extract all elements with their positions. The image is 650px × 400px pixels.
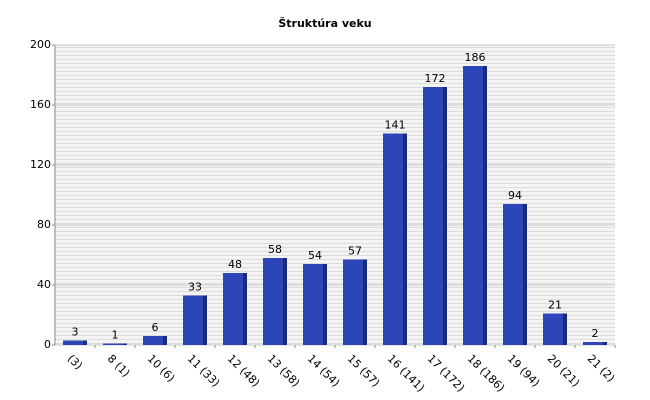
bar-face <box>583 342 603 345</box>
data-label: 57 <box>348 245 362 258</box>
bar <box>383 133 407 345</box>
y-tick-label: 120 <box>30 158 51 171</box>
bar <box>223 273 247 345</box>
x-tick-label: 16 (141) <box>385 352 427 394</box>
data-label: 186 <box>465 51 486 64</box>
bar-face <box>503 204 523 345</box>
bar <box>63 340 87 345</box>
bar-face <box>103 343 123 345</box>
y-tick-label: 0 <box>44 338 51 351</box>
data-label: 33 <box>188 281 202 294</box>
bar-face <box>183 295 203 345</box>
bar-side <box>443 87 447 345</box>
y-tick-label: 40 <box>37 278 51 291</box>
x-tick-label: 13 (58) <box>265 352 303 390</box>
bar-side <box>403 133 407 345</box>
x-tick-label: 20 (21) <box>545 352 583 390</box>
x-tick-label: 19 (94) <box>505 352 543 390</box>
bar <box>183 295 207 345</box>
x-tick-label: 15 (57) <box>345 352 383 390</box>
data-label: 172 <box>425 72 446 85</box>
data-label: 2 <box>592 327 599 340</box>
data-label: 1 <box>112 329 119 342</box>
data-label: 58 <box>268 243 282 256</box>
bar <box>143 336 167 345</box>
bar <box>103 343 127 345</box>
bar <box>423 87 447 345</box>
x-tick-label: 14 (54) <box>305 352 343 390</box>
bar-side <box>363 259 367 345</box>
bar-side <box>243 273 247 345</box>
bar-side <box>123 343 127 345</box>
x-tick-label: (3) <box>65 352 85 372</box>
bar <box>463 66 487 345</box>
bar <box>583 342 607 345</box>
bar-side <box>323 264 327 345</box>
bar-side <box>523 204 527 345</box>
bar-side <box>483 66 487 345</box>
bar-side <box>163 336 167 345</box>
data-label: 6 <box>152 321 159 334</box>
x-tick-label: 11 (33) <box>185 352 223 390</box>
data-label: 54 <box>308 249 322 262</box>
bar-face <box>343 259 363 345</box>
y-tick-label: 80 <box>37 218 51 231</box>
bar-face <box>463 66 483 345</box>
bar-face <box>543 313 563 345</box>
y-tick-label: 160 <box>30 98 51 111</box>
bar <box>503 204 527 345</box>
bar-side <box>563 313 567 345</box>
bar-face <box>383 133 403 345</box>
bar <box>303 264 327 345</box>
x-tick-label: 18 (186) <box>465 352 507 394</box>
x-tick-label: 10 (6) <box>145 352 178 385</box>
bar-side <box>603 342 607 345</box>
chart-title: Štruktúra veku <box>278 17 371 30</box>
plot-background <box>55 45 615 345</box>
bar-face <box>63 340 83 345</box>
bar <box>343 259 367 345</box>
bar-side <box>83 340 87 345</box>
bar <box>263 258 287 345</box>
bar-side <box>283 258 287 345</box>
data-label: 21 <box>548 299 562 312</box>
bar <box>543 313 567 345</box>
bar-face <box>263 258 283 345</box>
data-label: 48 <box>228 258 242 271</box>
x-tick-label: 17 (172) <box>425 352 467 394</box>
bar-face <box>423 87 443 345</box>
y-tick-label: 200 <box>30 38 51 51</box>
x-tick-label: 12 (48) <box>225 352 263 390</box>
bar-side <box>203 295 207 345</box>
bar-face <box>143 336 163 345</box>
data-label: 94 <box>508 189 522 202</box>
x-tick-label: 8 (1) <box>105 352 133 380</box>
bar-face <box>303 264 323 345</box>
bar-face <box>223 273 243 345</box>
data-label: 3 <box>72 326 79 339</box>
x-tick-label: 21 (2) <box>585 352 618 385</box>
data-label: 141 <box>385 119 406 132</box>
